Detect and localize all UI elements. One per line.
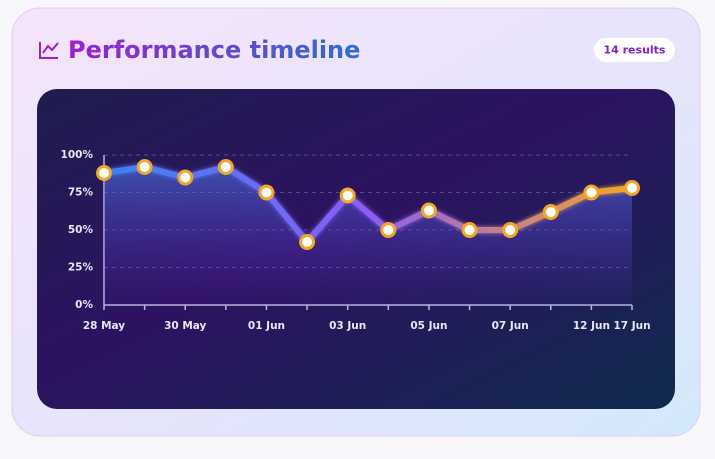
point: [258, 184, 275, 201]
point: [96, 165, 112, 181]
point: [339, 187, 356, 204]
chart-icon: [39, 42, 59, 59]
badge: [594, 38, 675, 62]
x-tick-label: 03 Jun: [329, 320, 366, 332]
point: [299, 234, 316, 250]
y-tick-label: 100%: [61, 149, 94, 161]
y-tick-label: 50%: [68, 224, 94, 236]
point: [380, 222, 397, 238]
x-tick-label: 01 Jun: [248, 320, 285, 332]
point: [583, 184, 600, 201]
point: [136, 159, 153, 175]
point: [217, 159, 234, 175]
x-tick-label: 28 May: [83, 320, 125, 332]
y-tick-label: 75%: [68, 187, 94, 199]
x-tick-label: 12 Jun: [573, 320, 610, 332]
x-tick-label: 05 Jun: [410, 320, 447, 332]
point: [542, 204, 559, 220]
y-tick-label: 25%: [68, 262, 94, 274]
area: [104, 167, 632, 305]
x-tick-label: 30 May: [164, 320, 206, 332]
point: [502, 222, 519, 238]
x-tick-label: 17 Jun: [613, 320, 650, 332]
x-tick-label: 07 Jun: [492, 320, 529, 332]
point: [461, 222, 478, 238]
point: [177, 169, 194, 186]
point: [624, 180, 640, 196]
badge-text: 14 results: [604, 44, 666, 57]
point: [420, 202, 437, 219]
y-tick-label: 0%: [75, 299, 93, 311]
title: Performance timeline: [68, 36, 360, 64]
